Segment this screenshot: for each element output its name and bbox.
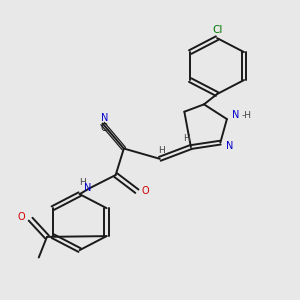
Text: N: N (232, 110, 240, 120)
Text: O: O (18, 212, 25, 222)
Text: O: O (141, 186, 149, 196)
Text: H: H (158, 146, 165, 155)
Text: N: N (226, 141, 233, 151)
Text: N: N (100, 113, 108, 123)
Text: -H: -H (242, 111, 251, 120)
Text: H: H (184, 134, 190, 143)
Text: Cl: Cl (212, 25, 222, 35)
Text: N: N (84, 183, 92, 193)
Text: C: C (100, 123, 107, 133)
Text: H: H (79, 178, 86, 187)
